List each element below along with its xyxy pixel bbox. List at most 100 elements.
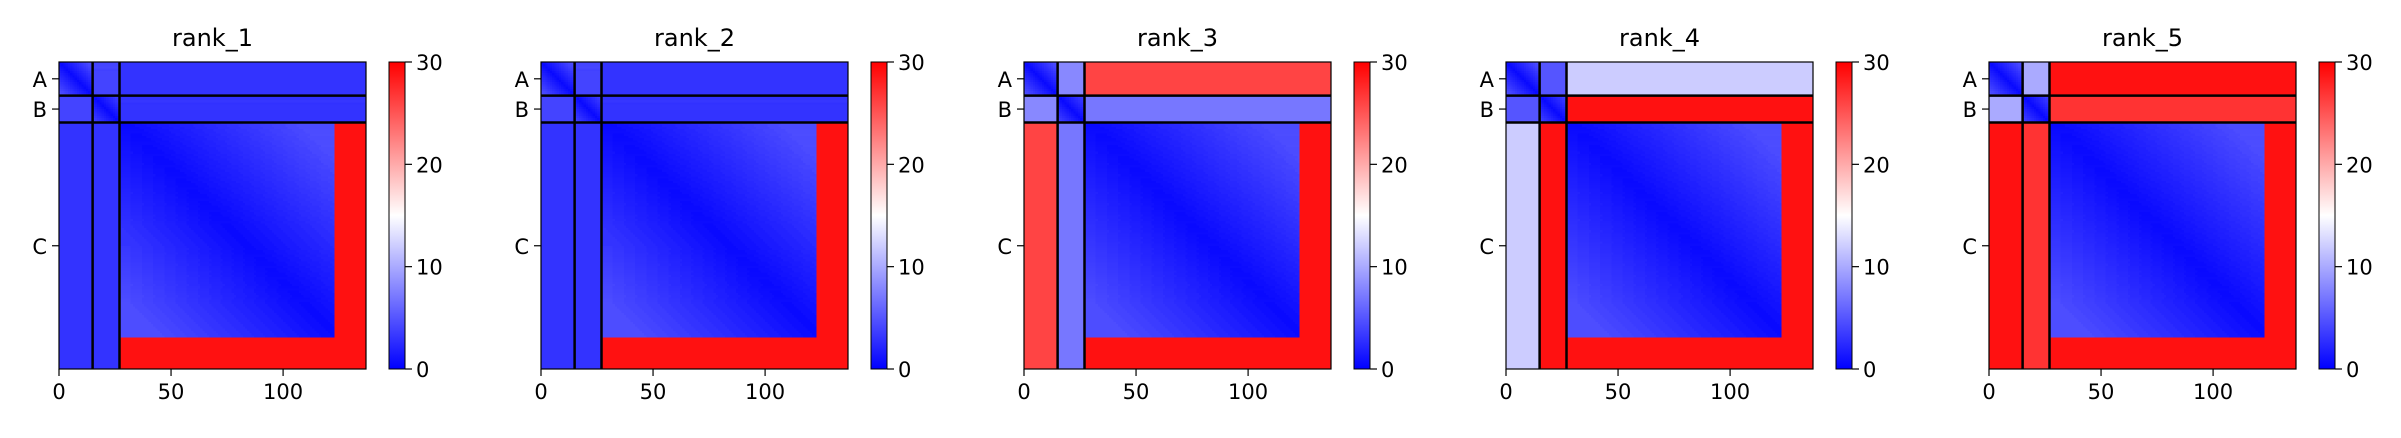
heatmap-cell xyxy=(88,77,91,81)
heatmap-cell xyxy=(153,144,165,148)
heatmap-cell xyxy=(753,124,768,128)
heatmap-cell xyxy=(175,299,188,303)
heatmap-cell xyxy=(760,304,773,307)
heatmap-cell xyxy=(735,122,748,126)
heatmap-cell xyxy=(249,221,262,224)
heatmap-cell xyxy=(186,209,199,213)
heatmap-cell xyxy=(597,100,600,103)
heatmap-cell xyxy=(673,227,686,231)
heatmap-cell xyxy=(222,281,235,285)
heatmap-cell xyxy=(668,200,681,204)
heatmap-cell xyxy=(798,165,811,168)
heatmap-cell xyxy=(809,299,818,303)
heatmap-cell xyxy=(166,191,179,195)
heatmap-cell xyxy=(332,324,336,328)
heatmap-cell xyxy=(332,268,336,271)
heatmap-cell xyxy=(287,162,300,166)
heatmap-cell xyxy=(601,335,647,339)
heatmap-cell xyxy=(702,223,715,227)
heatmap-cell xyxy=(175,254,188,258)
heatmap-cell xyxy=(697,330,710,334)
heatmap-cell xyxy=(574,113,578,117)
heatmap-cell xyxy=(242,324,255,328)
heatmap-cell xyxy=(186,277,199,280)
heatmap-cell xyxy=(316,288,329,292)
heatmap-cell xyxy=(265,256,277,260)
heatmap-cell xyxy=(233,270,246,274)
heatmap-cell xyxy=(294,277,307,280)
heatmap-cell xyxy=(592,104,596,108)
heatmap-cell xyxy=(541,62,544,65)
heatmap-cell xyxy=(778,321,791,325)
heatmap-cell xyxy=(619,241,632,245)
heatmap-cell xyxy=(776,198,789,202)
heatmap-cell xyxy=(209,189,221,193)
heatmap-cell xyxy=(635,290,647,294)
heatmap-cell xyxy=(814,171,818,175)
heatmap-cell xyxy=(816,165,849,168)
heatmap-cell xyxy=(597,104,600,108)
heatmap-cell xyxy=(765,221,777,224)
heatmap-cell xyxy=(180,227,192,231)
heatmap-cell xyxy=(276,167,289,171)
heatmap-cell xyxy=(541,225,605,229)
heatmap-cell xyxy=(585,118,589,121)
heatmap-cell xyxy=(812,321,818,325)
heatmap-cell xyxy=(812,261,818,265)
heatmap-cell xyxy=(233,281,246,285)
heatmap-cell xyxy=(209,268,221,271)
heatmap-cell xyxy=(146,124,159,128)
heatmap-cell xyxy=(180,306,192,310)
heatmap-cell xyxy=(61,66,65,70)
heatmap-cell xyxy=(646,234,659,238)
heatmap-cell xyxy=(271,209,284,213)
heatmap-cell xyxy=(541,317,603,321)
heatmap-cell xyxy=(269,140,282,144)
heatmap-cell xyxy=(59,77,62,81)
heatmap-cell xyxy=(735,162,748,166)
heatmap-cell xyxy=(74,77,78,81)
heatmap-cell xyxy=(334,138,367,142)
heatmap-cell xyxy=(814,207,818,211)
heatmap-cell xyxy=(278,214,291,218)
heatmap-cell xyxy=(191,239,204,242)
heatmap-cell xyxy=(561,64,565,68)
heatmap-cell xyxy=(574,104,578,108)
heatmap-cell xyxy=(769,167,782,171)
heatmap-cell xyxy=(800,272,813,276)
heatmap-cell xyxy=(195,149,208,153)
heatmap-cell xyxy=(334,189,367,193)
heatmap-cell xyxy=(675,319,688,323)
heatmap-cell xyxy=(749,214,762,218)
heatmap-cell xyxy=(81,73,85,77)
heatmap-cell xyxy=(321,234,333,238)
heatmap-cell xyxy=(79,82,83,86)
heatmap-cell xyxy=(215,142,228,146)
heatmap-cell xyxy=(59,131,121,135)
heatmap-cell xyxy=(601,272,614,276)
heatmap-cell xyxy=(679,301,692,305)
heatmap-cell xyxy=(209,212,221,215)
heatmap-cell xyxy=(289,304,302,307)
heatmap-cell xyxy=(242,156,255,159)
heatmap-cell xyxy=(110,106,114,110)
heatmap-cell xyxy=(543,66,547,70)
heatmap-cell xyxy=(220,250,233,254)
heatmap-cell xyxy=(204,153,217,157)
heatmap-cell xyxy=(222,274,235,278)
heatmap-cell xyxy=(668,234,681,238)
heatmap-cell xyxy=(115,104,118,108)
heatmap-cell xyxy=(668,216,681,220)
heatmap-cell xyxy=(159,131,172,135)
heatmap-cell xyxy=(103,104,107,108)
heatmap-cell xyxy=(274,205,286,209)
heatmap-cell xyxy=(601,205,614,209)
heatmap-cell xyxy=(785,227,798,231)
heatmap-cell xyxy=(778,160,791,164)
heatmap-cell xyxy=(635,252,650,256)
heatmap-cell xyxy=(260,241,273,245)
heatmap-cell xyxy=(816,286,849,289)
heatmap-cell xyxy=(812,194,818,198)
heatmap-cell xyxy=(679,221,692,224)
heatmap-cell xyxy=(814,256,818,260)
